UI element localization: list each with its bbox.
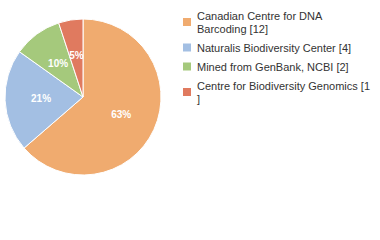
svg-text:5%: 5% <box>69 50 84 61</box>
svg-text:Naturalis Biodiversity Center: Naturalis Biodiversity Center [4] <box>197 42 351 54</box>
svg-text:63%: 63% <box>111 109 131 120</box>
svg-text:Centre for Biodiversity Genomi: Centre for Biodiversity Genomics [1 <box>197 80 370 92</box>
svg-text:]: ] <box>197 93 200 105</box>
svg-text:Canadian Centre for DNA: Canadian Centre for DNA <box>197 10 325 22</box>
svg-text:10%: 10% <box>48 58 68 69</box>
svg-text:21%: 21% <box>31 93 51 104</box>
svg-text:Barcoding [12]: Barcoding [12] <box>197 23 268 35</box>
svg-text:Mined from GenBank, NCBI [2]: Mined from GenBank, NCBI [2] <box>197 61 349 73</box>
